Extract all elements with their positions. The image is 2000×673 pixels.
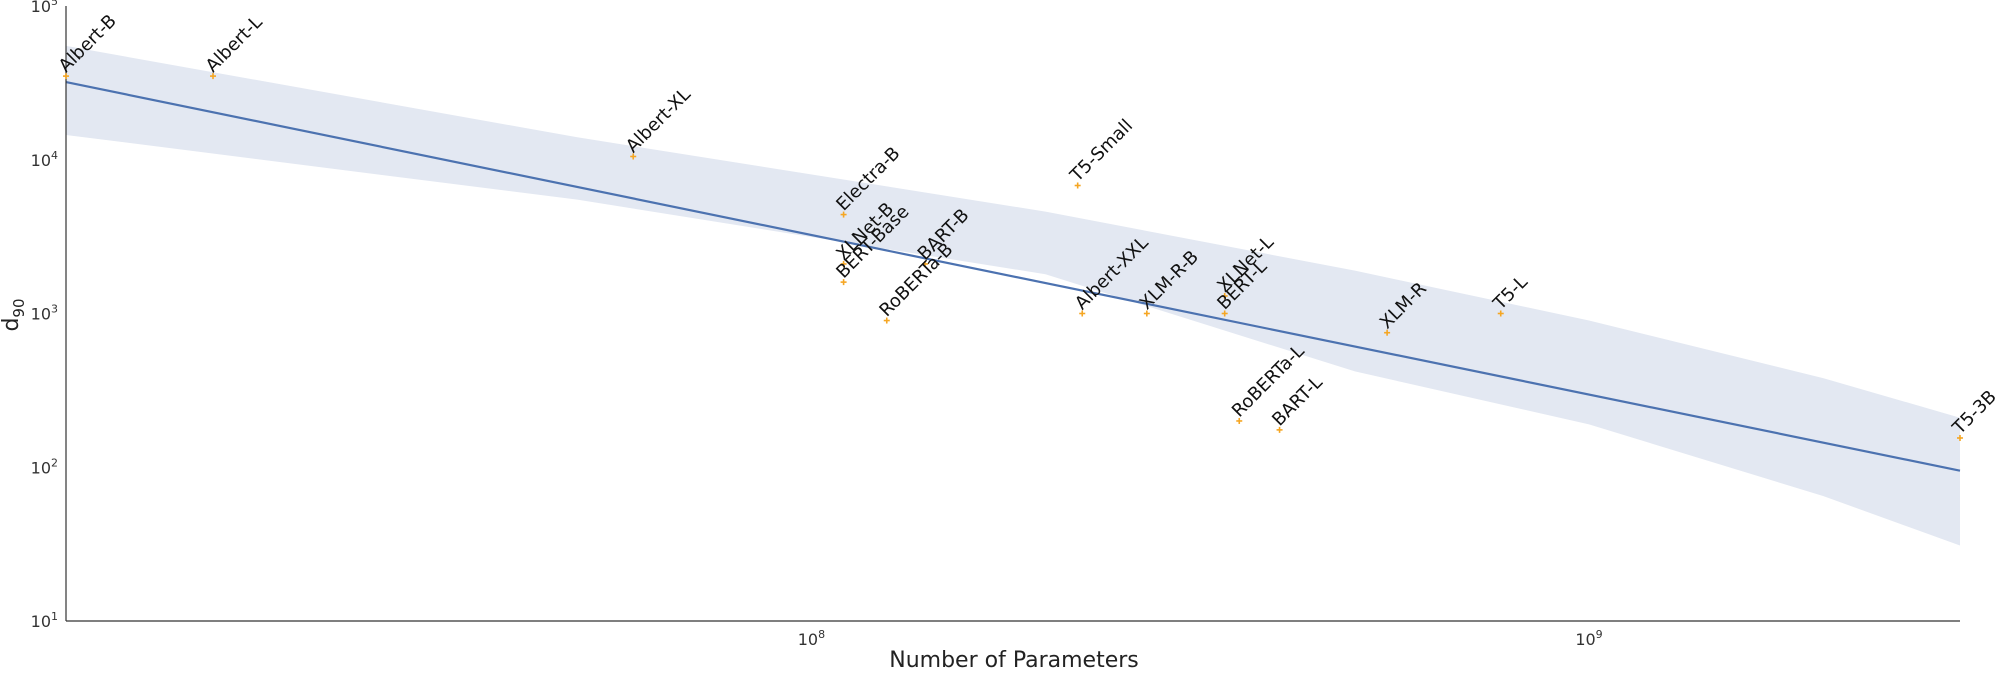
data-point: Albert-XL bbox=[622, 84, 695, 160]
x-tick-label: 109 bbox=[1575, 628, 1602, 649]
point-label: Albert-L bbox=[202, 12, 267, 77]
confidence-band-layer bbox=[66, 45, 1960, 546]
y-tick-label-base: 10 bbox=[31, 0, 51, 16]
y-tick-label-exponent: 5 bbox=[51, 0, 58, 8]
y-tick-label: 104 bbox=[31, 149, 58, 170]
y-tick-label-base: 10 bbox=[31, 612, 51, 631]
y-axis-title: d90 bbox=[0, 298, 28, 331]
x-tick-label-exponent: 8 bbox=[818, 628, 825, 641]
x-tick-label-base: 10 bbox=[1575, 630, 1595, 649]
y-tick-label: 101 bbox=[31, 610, 58, 631]
y-tick-label-exponent: 4 bbox=[51, 149, 58, 162]
x-axis-title: Number of Parameters bbox=[889, 648, 1139, 673]
y-axis-title-subscript: 90 bbox=[10, 298, 28, 317]
y-tick-label: 102 bbox=[31, 456, 58, 477]
x-tick-label-exponent: 9 bbox=[1596, 628, 1603, 641]
point-label: T5-Small bbox=[1066, 115, 1137, 186]
y-tick-label-exponent: 3 bbox=[51, 303, 58, 316]
axes bbox=[65, 6, 1960, 622]
y-tick-label-base: 10 bbox=[31, 151, 51, 170]
y-tick-label-base: 10 bbox=[31, 305, 51, 324]
y-tick-label: 103 bbox=[31, 303, 58, 324]
point-label: T5-3B bbox=[1948, 386, 2000, 439]
point-label: Albert-XL bbox=[622, 84, 695, 157]
y-axis-title-base: d bbox=[0, 318, 24, 332]
y-tick-label-exponent: 1 bbox=[51, 610, 58, 623]
y-tick-label: 105 bbox=[31, 0, 58, 16]
x-tick-label: 108 bbox=[798, 628, 825, 649]
fit-line-layer bbox=[65, 81, 1961, 472]
data-point: T5-Small bbox=[1066, 115, 1137, 189]
confidence-band bbox=[66, 45, 1960, 546]
fit-line bbox=[65, 81, 1961, 472]
data-point: Albert-L bbox=[202, 12, 267, 80]
x-tick-label-base: 10 bbox=[798, 630, 818, 649]
y-tick-label-exponent: 2 bbox=[51, 456, 58, 469]
y-tick-label-base: 10 bbox=[31, 458, 51, 477]
